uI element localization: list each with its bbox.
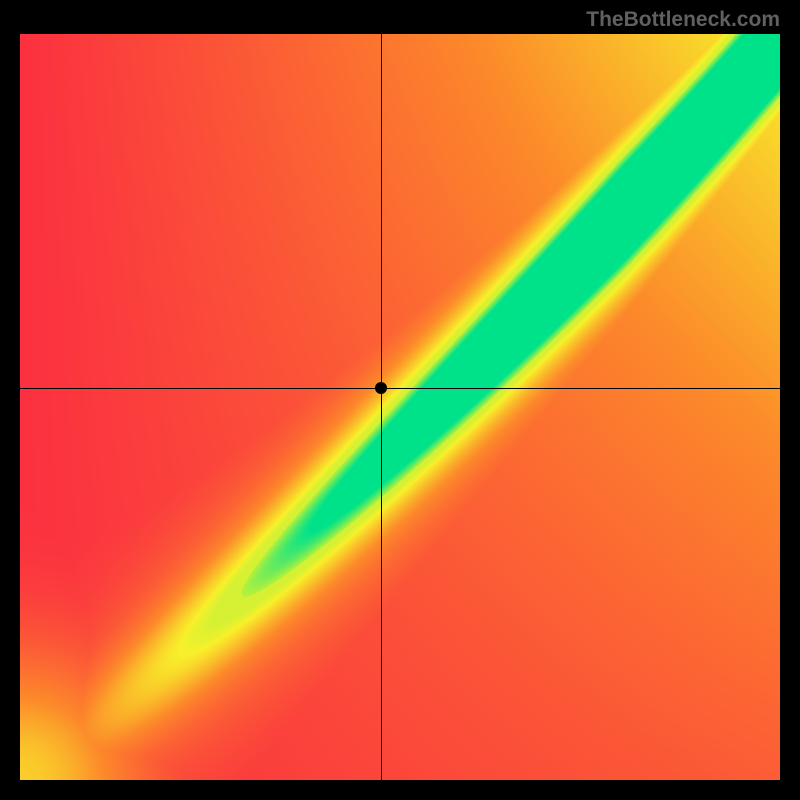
crosshair-horizontal	[20, 388, 780, 389]
crosshair-vertical	[381, 34, 382, 780]
crosshair-marker	[375, 382, 387, 394]
plot-area	[20, 34, 780, 780]
watermark-text: TheBottleneck.com	[586, 8, 780, 32]
heatmap-canvas	[20, 34, 780, 780]
chart-container: TheBottleneck.com	[0, 0, 800, 800]
